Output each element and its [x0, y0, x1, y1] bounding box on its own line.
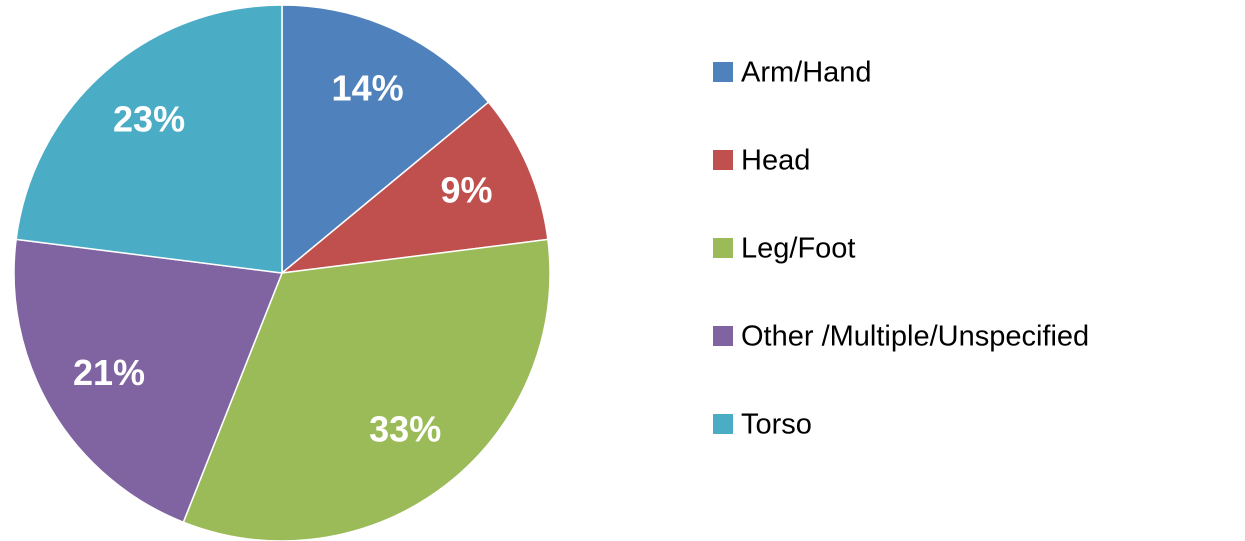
- value-label: 21%: [73, 352, 145, 393]
- legend-swatch: [713, 414, 733, 434]
- pie-slice: [182, 238, 551, 541]
- pie-slice: [279, 101, 549, 275]
- legend-label: Head: [741, 145, 810, 177]
- pie-slice: [281, 4, 490, 275]
- value-label: 9%: [440, 170, 492, 211]
- pie-slice: [13, 238, 284, 524]
- legend-swatch: [713, 150, 733, 170]
- value-label: 23%: [113, 99, 185, 140]
- value-label: 14%: [332, 68, 404, 109]
- value-label: 33%: [369, 408, 441, 449]
- legend-label: Torso: [741, 409, 812, 441]
- pie-slice: [15, 4, 283, 274]
- legend-swatch: [713, 326, 733, 346]
- legend-label: Arm/Hand: [741, 57, 872, 89]
- legend-label: Other /Multiple/Unspecified: [741, 321, 1089, 353]
- legend-swatch: [713, 238, 733, 258]
- legend-swatch: [713, 62, 733, 82]
- legend-label: Leg/Foot: [741, 233, 855, 265]
